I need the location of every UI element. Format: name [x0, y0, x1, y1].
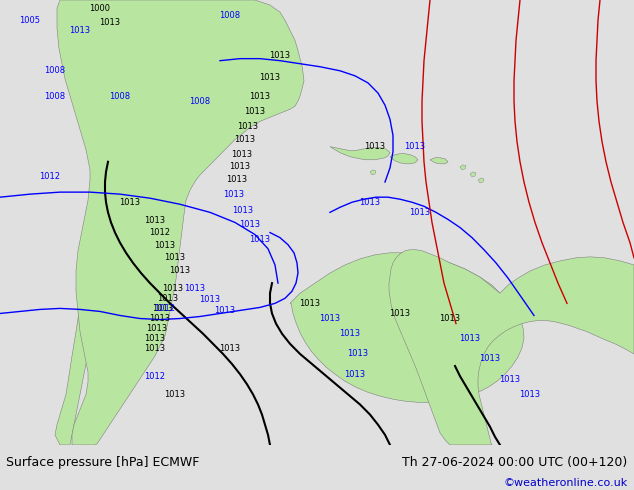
Text: 1013: 1013 — [359, 198, 380, 207]
Text: 1013: 1013 — [145, 344, 165, 353]
Text: 1013: 1013 — [219, 344, 240, 353]
Polygon shape — [330, 147, 390, 160]
Text: 1013: 1013 — [223, 190, 245, 198]
Text: 1013: 1013 — [235, 135, 256, 144]
Polygon shape — [430, 158, 448, 164]
Text: 1013: 1013 — [365, 142, 385, 151]
Text: 1013: 1013 — [479, 354, 501, 364]
Text: 1013: 1013 — [389, 309, 411, 318]
Text: 1008: 1008 — [219, 11, 240, 20]
Text: 1013: 1013 — [240, 220, 261, 229]
Text: 1012: 1012 — [145, 371, 165, 381]
Text: 1008: 1008 — [44, 92, 65, 100]
Text: 1013: 1013 — [439, 314, 460, 323]
Text: 1013: 1013 — [404, 142, 425, 151]
Text: 1013: 1013 — [238, 122, 259, 131]
Polygon shape — [55, 0, 120, 445]
Text: 1013: 1013 — [164, 253, 186, 262]
Polygon shape — [460, 165, 466, 170]
Polygon shape — [290, 253, 524, 402]
Text: 1012: 1012 — [155, 304, 176, 313]
Text: 1013: 1013 — [145, 216, 165, 225]
Text: 1013: 1013 — [155, 241, 176, 250]
Text: 1013: 1013 — [299, 299, 321, 308]
Text: 1013: 1013 — [100, 18, 120, 27]
Polygon shape — [470, 172, 476, 177]
Text: 1013: 1013 — [184, 284, 205, 293]
Text: 1013: 1013 — [146, 324, 167, 333]
Polygon shape — [389, 250, 634, 445]
Text: 1013: 1013 — [200, 295, 221, 304]
Text: 1013: 1013 — [157, 294, 179, 303]
Text: 1013: 1013 — [169, 267, 191, 275]
Text: Surface pressure [hPa] ECMWF: Surface pressure [hPa] ECMWF — [6, 457, 200, 469]
Text: 1013: 1013 — [410, 208, 430, 217]
Text: 1013: 1013 — [269, 51, 290, 60]
Text: 1013: 1013 — [70, 26, 91, 35]
Text: ©weatheronline.co.uk: ©weatheronline.co.uk — [503, 478, 628, 488]
Text: 1012: 1012 — [150, 228, 171, 237]
Text: 1013: 1013 — [150, 314, 171, 323]
Polygon shape — [57, 0, 304, 445]
Text: 1013: 1013 — [164, 390, 186, 399]
Polygon shape — [370, 170, 376, 175]
Text: 1008: 1008 — [190, 97, 210, 106]
Text: 1013: 1013 — [233, 206, 254, 215]
Text: 1013: 1013 — [231, 150, 252, 159]
Text: 1005: 1005 — [20, 16, 41, 24]
Text: 1013: 1013 — [249, 235, 271, 244]
Text: 1013: 1013 — [519, 390, 541, 399]
Text: 1013: 1013 — [249, 92, 271, 100]
Text: 1013: 1013 — [460, 334, 481, 343]
Text: 1013: 1013 — [145, 334, 165, 343]
Text: 1013: 1013 — [320, 314, 340, 323]
Text: Th 27-06-2024 00:00 UTC (00+120): Th 27-06-2024 00:00 UTC (00+120) — [403, 457, 628, 469]
Text: 1013: 1013 — [347, 349, 368, 358]
Text: 1013: 1013 — [214, 306, 236, 315]
Text: 1013: 1013 — [500, 375, 521, 384]
Text: 1008: 1008 — [110, 92, 131, 100]
Text: 1013: 1013 — [119, 198, 141, 207]
Text: 1013: 1013 — [245, 107, 266, 116]
Text: 1013: 1013 — [226, 175, 247, 185]
Polygon shape — [478, 178, 484, 183]
Text: 1013: 1013 — [259, 74, 281, 82]
Text: 1000: 1000 — [89, 3, 110, 13]
Polygon shape — [390, 154, 418, 164]
Text: 1013: 1013 — [152, 304, 174, 313]
Text: 1013: 1013 — [344, 369, 366, 379]
Text: 1008: 1008 — [44, 66, 65, 75]
Text: 1012: 1012 — [39, 172, 60, 181]
Text: 1013: 1013 — [339, 329, 361, 338]
Text: 1013: 1013 — [162, 284, 184, 293]
Text: 1013: 1013 — [230, 162, 250, 171]
